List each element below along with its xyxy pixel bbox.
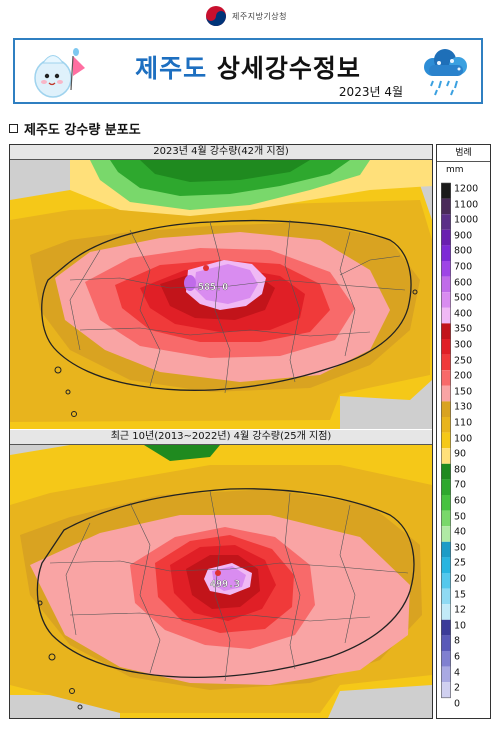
legend-level-label: 4 [454,667,461,679]
legend-swatch [441,666,451,683]
checkbox-square-icon [9,124,18,133]
legend-swatch [441,448,451,464]
legend-swatch [441,495,451,511]
legend-level-label: 10 [454,620,467,632]
rainfall-map: 585.0 [10,160,432,429]
legend-swatch [441,229,451,246]
legend-swatch [441,307,451,324]
legend-swatch [441,557,451,573]
legend-level-label: 2 [454,682,461,694]
legend-swatch [441,588,451,605]
legend-level-label: 100 [454,433,473,445]
legend-unit: mm [446,165,464,175]
legend-level-label: 800 [454,245,473,257]
legend-level-label: 12 [454,604,467,616]
legend: 범례 mm 1200 1100 1000 900 800 700 600 500 400 350 3… [436,144,491,719]
legend-swatch [441,198,451,215]
legend-level-label: 900 [454,230,473,242]
legend-swatch [441,385,451,402]
map-panel-2023: 2023년 4월 강수량(42개 지점) [10,145,432,429]
legend-level-label: 50 [454,511,467,523]
legend-level-label: 500 [454,292,473,304]
legend-level-label: 700 [454,261,473,273]
legend-swatch [441,370,451,386]
section-title: 제주도 강수량 분포도 [9,119,141,138]
legend-level-label: 0 [454,698,461,710]
rain-cloud-icon [424,49,467,96]
legend-swatch [441,541,451,558]
legend-level-label: 30 [454,542,467,554]
maps-frame [9,144,433,719]
legend-level-label: 600 [454,277,473,289]
legend-level-label: 1100 [454,199,479,211]
map-panel-10yr: 최근 10년(2013~2022년) 4월 강수량(25개 지점) [10,430,432,718]
legend-swatch [441,510,451,527]
legend-swatch [441,214,451,230]
report-date: 2023년 4월 [338,85,403,99]
legend-level-label: 80 [454,464,467,476]
legend-level-label: 400 [454,308,473,320]
map-title: 2023년 4월 강수량(42개 지점) [10,145,432,160]
legend-swatch [441,261,451,277]
legend-swatch [441,432,451,449]
legend-level-label: 70 [454,479,467,491]
legend-swatch [441,354,451,371]
legend-swatch [441,339,451,355]
legend-level-label: 40 [454,526,467,538]
legend-swatch [441,651,451,667]
legend-level-label: 1000 [454,214,479,226]
legend-level-label: 15 [454,589,467,601]
max-value-label: 585.0 [198,282,228,293]
legend-swatch [441,619,451,636]
agency-logo: 제주지방기상청 [205,4,287,28]
page-title: 제주도 상세강수정보 [135,54,361,83]
map-title: 최근 10년(2013~2022년) 4월 강수량(25개 지점) [10,430,432,445]
legend-level-label: 350 [454,323,473,335]
legend-level-label: 250 [454,355,473,367]
legend-swatch [441,635,451,651]
legend-swatch [441,292,451,308]
legend-level-label: 200 [454,370,473,382]
mascot-icon [34,48,85,98]
legend-level-label: 20 [454,573,467,585]
legend-level-label: 110 [454,417,473,429]
legend-color-bar [441,182,451,699]
legend-swatch [441,401,451,417]
legend-level-label: 130 [454,401,473,413]
rainfall-map: 499.3 [10,445,432,718]
legend-swatch [441,183,451,199]
legend-swatch [441,323,451,339]
legend-swatch [441,573,451,589]
max-value-label: 499.3 [210,579,240,590]
legend-level-label: 150 [454,386,473,398]
legend-bar-outline [441,182,451,699]
taegeuk-icon [206,6,226,26]
legend-level-label: 1200 [454,183,479,195]
title-banner: 제주도 상세강수정보 2023년 4월 [13,38,483,104]
legend-swatch [441,417,451,433]
legend-swatch [441,276,451,293]
legend-level-label: 6 [454,651,461,663]
legend-level-label: 60 [454,495,467,507]
legend-level-label: 25 [454,557,467,569]
legend-swatch [441,604,451,620]
legend-title: 범례 [437,145,490,162]
legend-swatch [441,463,451,480]
agency-name: 제주지방기상청 [232,11,288,21]
legend-swatch [441,245,451,261]
legend-swatch [441,682,451,698]
legend-swatch [441,479,451,495]
legend-level-label: 8 [454,635,461,647]
legend-level-label: 300 [454,339,473,351]
legend-swatch [441,526,451,542]
legend-level-label: 90 [454,448,467,460]
